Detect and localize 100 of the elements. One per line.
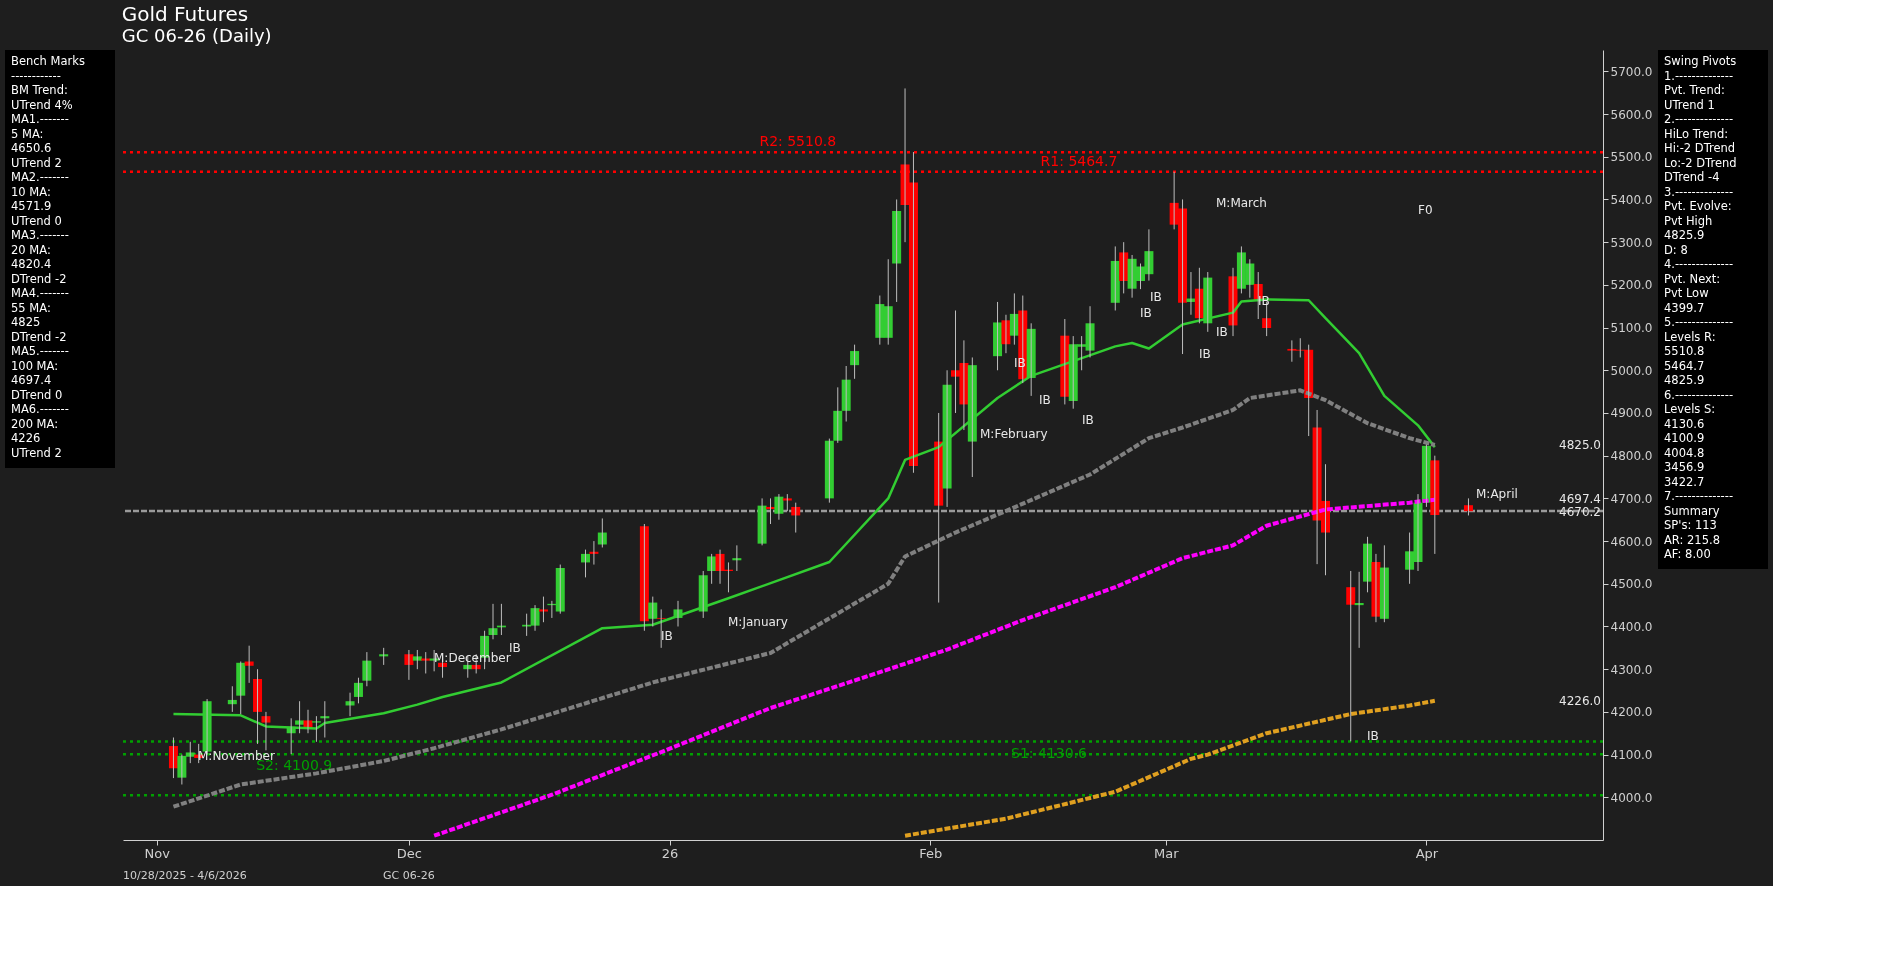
text: 3.-------------- [1664, 184, 1734, 199]
candlestick [1119, 241, 1129, 294]
text: 4004.8 [1664, 445, 1705, 460]
candlestick [538, 596, 548, 623]
candlestick [841, 365, 851, 423]
candlestick [1379, 544, 1389, 623]
annotation: M:January [728, 615, 788, 629]
y-tick-label: 4200.0 [1610, 705, 1653, 720]
y-tick-label: 5300.0 [1610, 235, 1653, 250]
text: MA5.------- [11, 344, 69, 358]
text: Bench Marks [11, 54, 85, 68]
line-series [432, 497, 1437, 838]
candlestick [993, 301, 1003, 371]
text: 3456.9 [1664, 460, 1705, 474]
candlestick [412, 649, 422, 670]
candlestick [1001, 314, 1011, 354]
text: UTrend 2 [11, 155, 62, 170]
text: 3422.7 [1664, 474, 1705, 489]
candlestick [1060, 318, 1070, 405]
text: Summary [1664, 503, 1720, 518]
candlestick [1430, 455, 1440, 555]
annotation: 4697.4 [1559, 492, 1601, 506]
text: Lo:-2 DTrend [1664, 155, 1737, 170]
y-tick-label: 5400.0 [1610, 192, 1653, 207]
candlestick [236, 661, 246, 715]
text: MA1.------- [11, 112, 69, 126]
y-tick-label: 4000.0 [1610, 790, 1653, 805]
candlestick [362, 651, 372, 687]
candlestick [253, 668, 263, 745]
text: UTrend 1 [1664, 97, 1715, 112]
candlestick [168, 737, 178, 779]
candlestick [1026, 322, 1036, 397]
y-tick-label: 5200.0 [1610, 278, 1653, 293]
text: UTrend 4% [11, 97, 73, 112]
annotation: IB [1216, 325, 1228, 339]
candlestick [1228, 267, 1238, 337]
y-tick-label: 4100.0 [1610, 748, 1653, 763]
line-series [903, 698, 1437, 838]
y-tick-label: 5100.0 [1610, 321, 1653, 336]
annotation: IB [509, 641, 521, 655]
text: HiLo Trend: [1664, 126, 1729, 141]
annotation: 4226.0 [1559, 694, 1601, 708]
text: Swing Pivots [1664, 54, 1737, 68]
text: 5464.7 [1664, 358, 1705, 373]
annotation: IB [661, 629, 673, 643]
text: DTrend 0 [11, 387, 63, 402]
candlestick [1371, 553, 1381, 623]
x-tick-label: Mar [1153, 845, 1180, 861]
y-tick-label: 4400.0 [1610, 619, 1653, 634]
annotation: IB [1140, 306, 1152, 320]
annotation: IB [1039, 393, 1051, 407]
candlestick [1009, 292, 1019, 346]
line-series [171, 388, 1437, 809]
text: 4820.4 [11, 257, 52, 271]
text: 4.-------------- [1664, 257, 1734, 271]
text: 55 MA: [11, 300, 51, 315]
y-tick-label: 5500.0 [1610, 150, 1653, 165]
text: 200 MA: [11, 416, 59, 431]
text: 2.-------------- [1664, 112, 1734, 126]
candlestick [782, 493, 792, 512]
ref-line-label: R2: 5510.8 [759, 133, 837, 150]
text: Levels R: [1664, 329, 1716, 344]
text: SP's: 113 [1664, 518, 1717, 532]
text: 4571.9 [11, 199, 52, 213]
y-tick-label: 5000.0 [1610, 363, 1653, 378]
text: MA3.------- [11, 228, 69, 242]
text: Levels S: [1664, 402, 1716, 416]
text: MA6.------- [11, 402, 69, 416]
text: 4399.7 [1664, 300, 1705, 315]
annotation: M:April [1476, 487, 1518, 501]
x-tick-label: Dec [396, 845, 422, 861]
candlestick [1346, 570, 1356, 742]
text: Pvt. Evolve: [1664, 199, 1732, 213]
annotation: M:March [1216, 196, 1267, 210]
text: 4650.6 [11, 141, 52, 155]
candlestick [698, 570, 708, 619]
y-tick-label: 5600.0 [1610, 107, 1653, 122]
text: Hi:-2 DTrend [1664, 141, 1736, 155]
y-tick-label: 4700.0 [1610, 491, 1653, 506]
text: AR: 215.8 [1664, 532, 1720, 547]
text: 4226 [11, 431, 41, 445]
text: Pvt. Next: [1664, 271, 1721, 286]
text: DTrend -2 [11, 329, 67, 344]
ref-line-label: S1: 4130.6 [1011, 744, 1088, 761]
chart-subtitle: GC 06-26 (Daily) [121, 25, 272, 46]
candlestick [1363, 536, 1373, 593]
candlestick [892, 198, 902, 303]
candlestick [967, 356, 977, 478]
x-tick-label: Apr [1415, 845, 1439, 861]
annotation: 4825.0 [1559, 438, 1601, 452]
text: 4697.4 [11, 373, 52, 387]
y-tick-label: 4600.0 [1610, 534, 1653, 549]
text: 4825.9 [1664, 228, 1705, 242]
annotation: IB [1367, 729, 1379, 743]
text: 5.-------------- [1664, 315, 1734, 329]
annotation: F0 [1418, 203, 1433, 217]
text: UTrend 0 [11, 213, 62, 228]
text: UTrend 2 [11, 445, 62, 460]
y-tick-label: 5700.0 [1610, 64, 1653, 79]
y-tick-label: 4500.0 [1610, 577, 1653, 592]
